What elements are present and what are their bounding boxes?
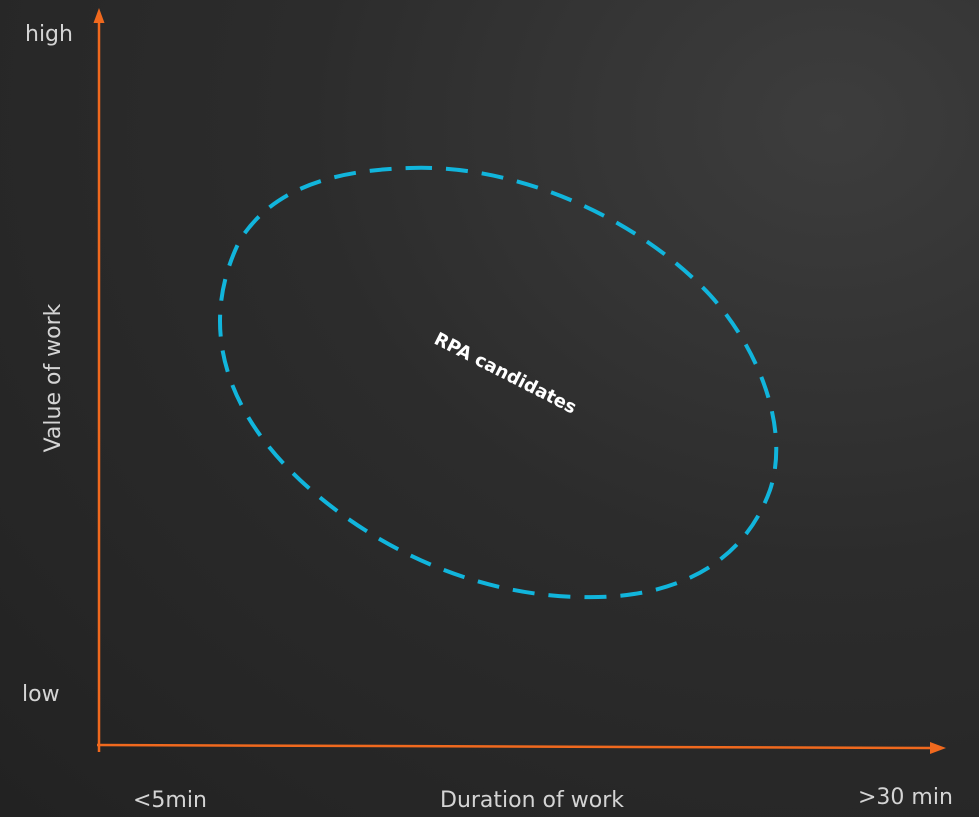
x-axis-min-label: <5min — [133, 788, 207, 813]
y-axis-high-label: high — [25, 22, 73, 47]
y-axis-low-label: low — [22, 682, 60, 707]
x-axis-title: Duration of work — [440, 788, 624, 813]
x-axis-line — [96, 743, 931, 750]
x-axis-max-label: >30 min — [858, 785, 953, 810]
y-axis-arrowhead — [93, 8, 105, 23]
rpa-candidates-region — [218, 165, 779, 600]
y-axis-title: Value of work — [41, 303, 66, 453]
x-axis-arrowhead — [930, 742, 946, 754]
